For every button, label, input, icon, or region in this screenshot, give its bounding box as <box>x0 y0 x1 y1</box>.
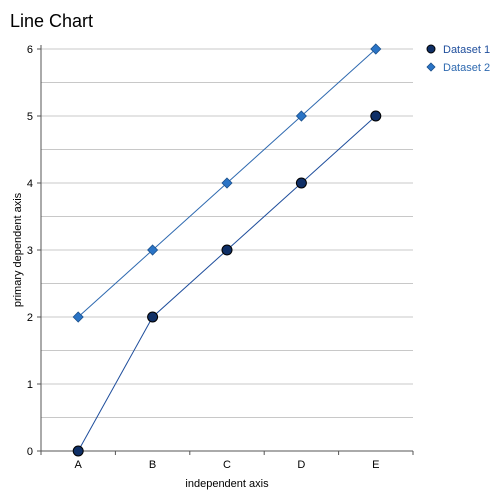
x-tick-label: A <box>75 459 83 471</box>
chart-title: Line Chart <box>10 11 93 31</box>
data-point <box>370 43 382 55</box>
legend: Dataset 1 Dataset 2 <box>426 44 490 74</box>
data-point <box>147 311 159 323</box>
y-tick-label: 4 <box>27 178 33 190</box>
y-tick-label: 3 <box>27 245 33 257</box>
x-tick-label: E <box>372 459 379 471</box>
data-point <box>221 177 233 189</box>
legend-marker <box>426 44 436 54</box>
grid-lines <box>41 48 413 418</box>
data-point <box>370 110 382 122</box>
x-tick-label: B <box>149 459 156 471</box>
data-point <box>147 244 159 256</box>
series-2 <box>72 43 382 323</box>
y-tick-label: 6 <box>27 44 33 56</box>
x-tick-label: C <box>223 459 231 471</box>
axes <box>40 45 413 452</box>
series-1 <box>72 110 382 457</box>
y-axis-label: primary dependent axis <box>12 192 24 307</box>
data-point <box>295 110 307 122</box>
legend-label: Dataset 1 <box>443 44 490 56</box>
legend-label: Dataset 2 <box>443 62 490 74</box>
data-point <box>72 311 84 323</box>
legend-marker <box>426 62 436 72</box>
y-tick-label: 2 <box>27 312 33 324</box>
data-point <box>295 177 307 189</box>
data-point <box>72 445 84 457</box>
data-point <box>221 244 233 256</box>
x-tick-label: D <box>297 459 305 471</box>
series-layer <box>72 43 382 457</box>
x-axis-label: independent axis <box>185 478 269 490</box>
y-tick-label: 0 <box>27 446 33 458</box>
x-tick-labels: A B C D E <box>40 451 414 471</box>
y-tick-labels: 0 1 2 3 4 5 6 <box>27 44 41 458</box>
y-tick-label: 1 <box>27 379 33 391</box>
y-tick-label: 5 <box>27 111 33 123</box>
